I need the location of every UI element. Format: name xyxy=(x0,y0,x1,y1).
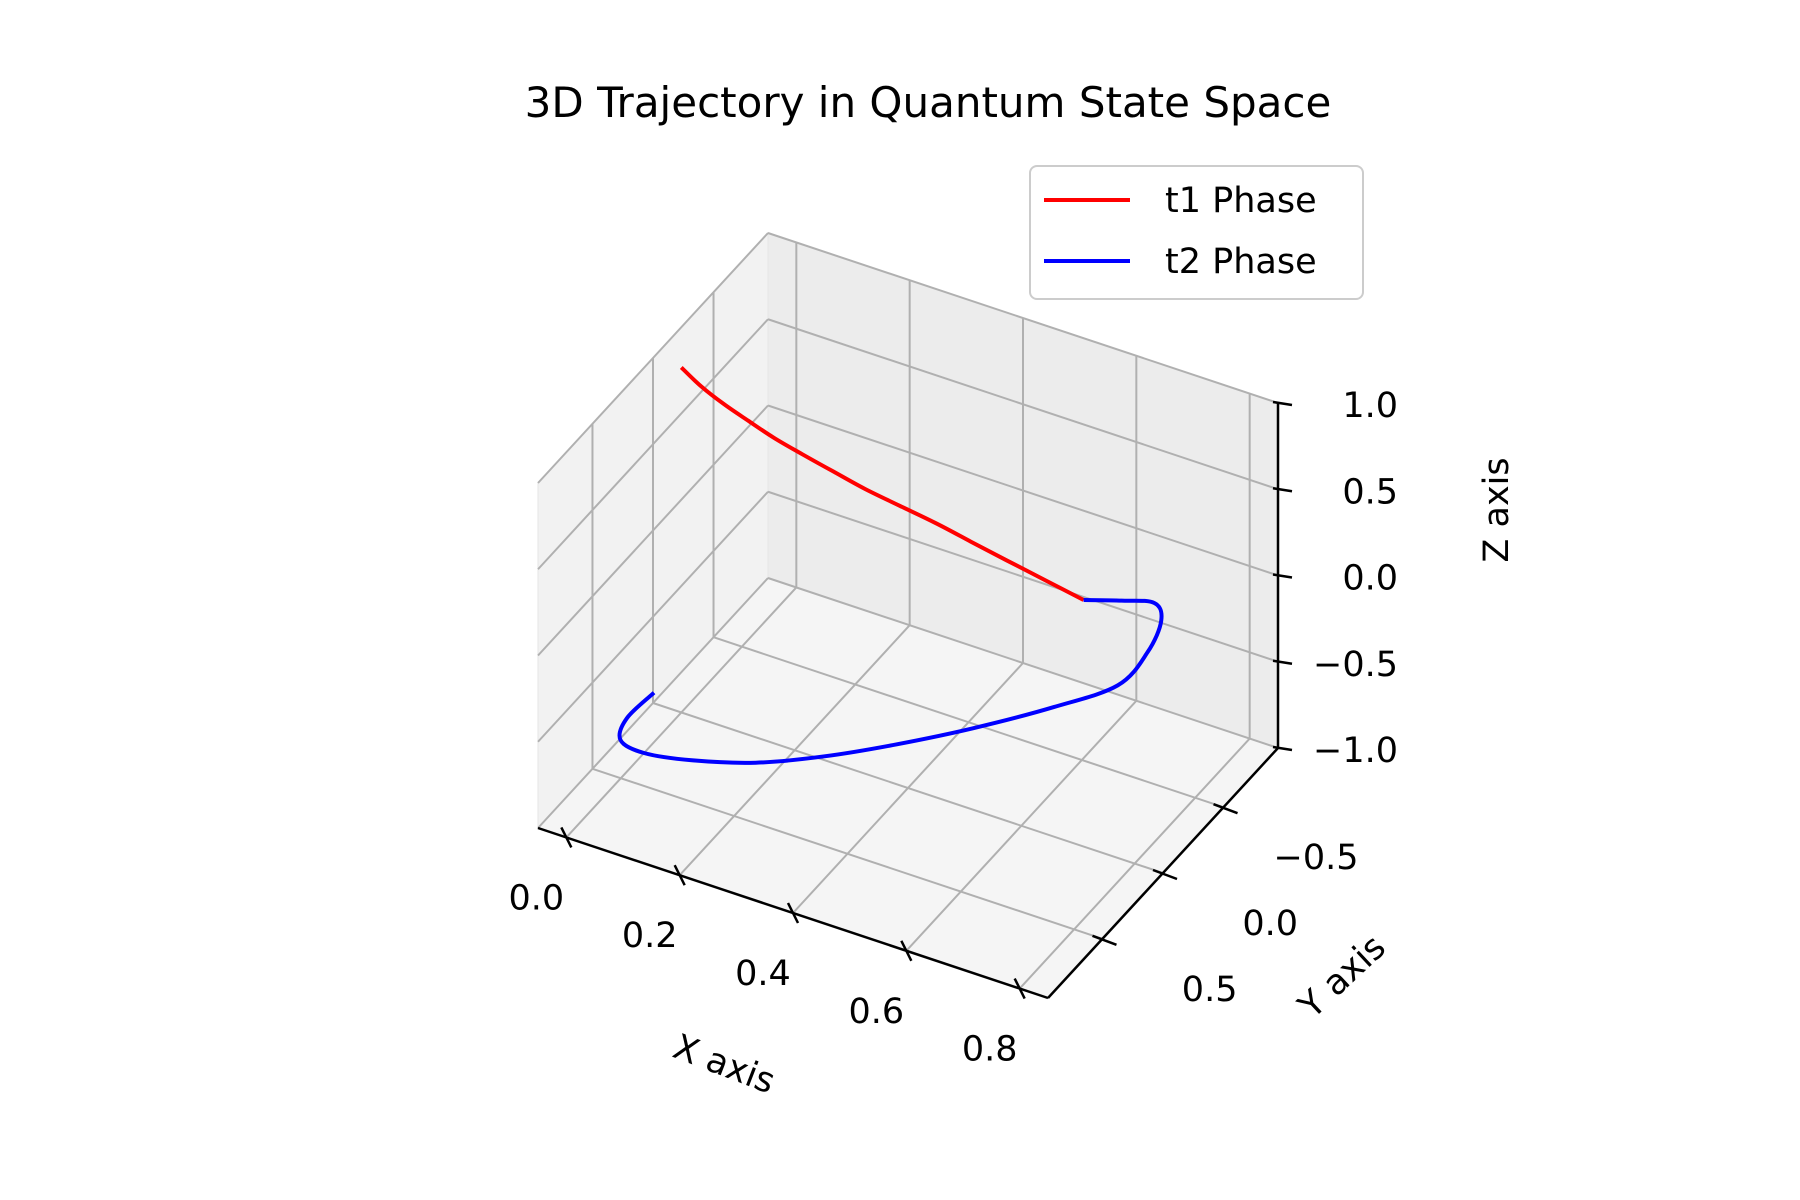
x-tick-label: 0.8 xyxy=(962,1030,1018,1070)
series-layer xyxy=(617,365,1164,765)
z-axis-label: Z axis xyxy=(1477,457,1517,562)
grid-line-z-right xyxy=(767,232,1279,404)
chart-title: 3D Trajectory in Quantum State Space xyxy=(525,78,1332,127)
axis-panes xyxy=(537,231,1279,999)
grid-line-z-left xyxy=(537,318,769,570)
y-tick-label: 0.5 xyxy=(1182,970,1238,1010)
grid-line-z-right xyxy=(767,577,1279,749)
grid-line-z-right xyxy=(767,404,1279,577)
y-tick-mark xyxy=(1152,868,1178,881)
z-tick-label: 1.0 xyxy=(1342,386,1398,426)
x-tick-label: 0.0 xyxy=(508,878,564,918)
z-tick-mark xyxy=(1272,659,1293,665)
z-tick-mark xyxy=(1272,400,1293,407)
axis-ticks: 0.00.20.40.60.8−0.50.00.5−1.0−0.50.00.51… xyxy=(508,386,1398,1070)
grid-line-z-left xyxy=(537,491,769,743)
series-line-t1-phase xyxy=(679,365,1085,602)
x-tick-mark xyxy=(1013,977,1026,1000)
legend-label-t2-phase: t2 Phase xyxy=(1165,242,1317,282)
grid-line-y-floor xyxy=(713,636,1224,809)
legend: t1 Phase t2 Phase xyxy=(1029,165,1364,300)
x-tick-mark xyxy=(900,940,913,962)
grid-lines xyxy=(537,232,1279,990)
grid-line-y-floor xyxy=(592,767,1103,940)
grid-line-z-left xyxy=(537,577,769,829)
z-tick-label: 0.5 xyxy=(1342,472,1398,512)
x-tick-mark xyxy=(673,864,686,886)
z-tick-mark xyxy=(1272,745,1293,752)
z-tick-label: −1.0 xyxy=(1313,731,1398,771)
grid-line-z-left xyxy=(537,404,769,657)
z-tick-mark xyxy=(1272,573,1293,579)
x-tick-label: 0.6 xyxy=(848,992,904,1032)
z-tick-label: 0.0 xyxy=(1342,559,1398,599)
x-tick-mark xyxy=(786,902,800,924)
y-tick-mark xyxy=(1213,803,1238,815)
z-tick-mark xyxy=(1272,487,1293,493)
grid-line-z-left xyxy=(537,232,769,484)
grid-line-z-right xyxy=(767,318,1279,491)
y-tick-label: −0.5 xyxy=(1274,838,1359,878)
x-axis-label: X axis xyxy=(668,1027,781,1102)
y-axis-label: Y axis xyxy=(1291,927,1394,1027)
series-line-t2-phase xyxy=(617,598,1164,765)
grid-line-z-right xyxy=(767,490,1279,663)
x-tick-label: 0.2 xyxy=(622,916,678,956)
y-tick-mark xyxy=(1092,934,1117,946)
grid-line-y-floor xyxy=(652,702,1164,874)
x-tick-label: 0.4 xyxy=(735,954,791,994)
x-tick-mark xyxy=(560,826,573,849)
z-tick-label: −0.5 xyxy=(1313,645,1398,685)
legend-label-t1-phase: t1 Phase xyxy=(1165,181,1317,221)
y-tick-label: 0.0 xyxy=(1242,904,1298,944)
